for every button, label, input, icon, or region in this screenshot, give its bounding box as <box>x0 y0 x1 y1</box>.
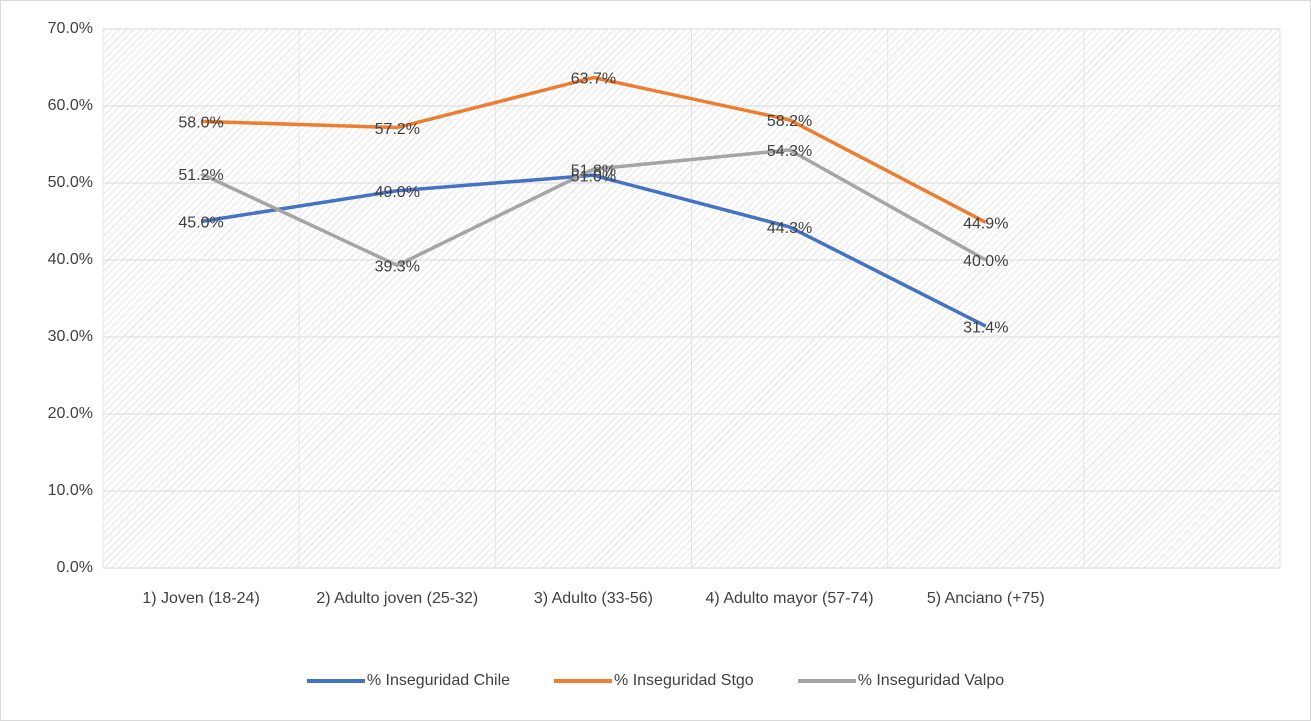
legend-item: % Inseguridad Valpo <box>797 672 1005 690</box>
y-tick-label: 10.0% <box>48 482 93 499</box>
data-label: 40.0% <box>963 253 1008 270</box>
data-label: 44.3% <box>767 220 812 237</box>
y-tick-label: 50.0% <box>48 174 93 191</box>
data-label: 39.3% <box>375 259 420 276</box>
data-label: 63.7% <box>571 71 616 88</box>
series-line <box>200 148 987 268</box>
legend-swatch <box>797 679 856 683</box>
data-label: 31.4% <box>963 319 1008 336</box>
series-line <box>200 173 987 328</box>
x-tick-label: 2) Adulto joven (25-32) <box>316 590 479 607</box>
y-tick-label: 60.0% <box>48 97 93 114</box>
data-label: 58.0% <box>178 115 223 132</box>
x-tick-label: 4) Adulto mayor (57-74) <box>705 590 874 607</box>
data-label: 54.3% <box>767 143 812 160</box>
data-label: 51.2% <box>178 167 223 184</box>
y-tick-label: 20.0% <box>48 405 93 422</box>
data-label: 44.9% <box>963 215 1008 232</box>
legend-item: % Inseguridad Stgo <box>554 672 754 690</box>
x-tick-label: 3) Adulto (33-56) <box>533 590 653 607</box>
data-label: 51.0% <box>571 169 616 186</box>
y-tick-label: 30.0% <box>48 328 93 345</box>
data-label: 57.2% <box>375 121 420 138</box>
legend: % Inseguridad Chile % Inseguridad Stgo % I… <box>0 672 1311 690</box>
legend-label: % Inseguridad Stgo <box>614 672 754 689</box>
data-label: 51.8% <box>571 162 616 179</box>
x-tick-label: 1) Joven (18-24) <box>142 590 260 607</box>
x-tick-label: 5) Anciano (+75) <box>926 590 1045 607</box>
legend-swatch <box>306 679 365 683</box>
series-line <box>201 75 987 224</box>
y-tick-label: 70.0% <box>48 20 93 37</box>
data-label: 45.0% <box>178 215 223 232</box>
legend-swatch <box>554 679 613 683</box>
legend-label: % Inseguridad Valpo <box>857 672 1005 689</box>
legend-label: % Inseguridad Chile <box>366 672 511 689</box>
data-label: 49.0% <box>375 184 420 201</box>
y-tick-label: 40.0% <box>48 251 93 268</box>
y-tick-label: 0.0% <box>57 559 93 576</box>
legend-item: % Inseguridad Chile <box>306 672 511 690</box>
data-label: 58.2% <box>767 113 812 130</box>
